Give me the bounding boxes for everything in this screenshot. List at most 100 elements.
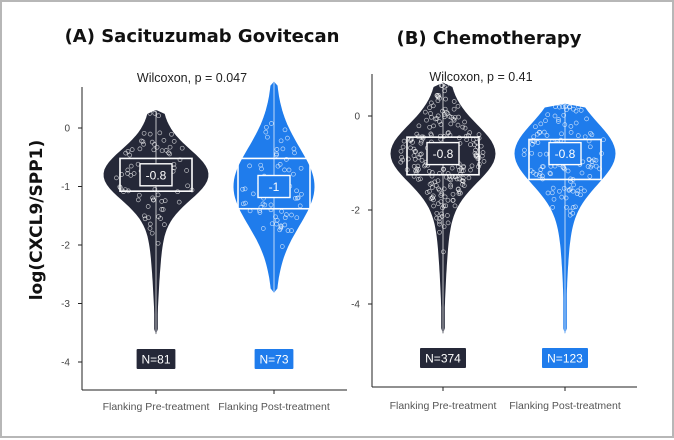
sample-point (412, 149, 418, 154)
sample-point (184, 168, 189, 173)
sample-point (284, 212, 289, 217)
sample-point (171, 139, 177, 144)
sample-point (586, 157, 592, 163)
sample-point (584, 116, 589, 122)
sample-point (441, 167, 447, 172)
sample-point (414, 131, 420, 137)
sample-point (147, 111, 153, 116)
sample-point (137, 146, 143, 152)
sample-point (114, 175, 119, 181)
sample-point (152, 111, 158, 116)
median-label: -0.8 (146, 168, 167, 182)
sample-point (448, 121, 454, 127)
sample-point (169, 131, 174, 137)
panel-a-x-tick-post: Flanking Post-treatment (218, 401, 330, 413)
sample-point (448, 182, 453, 188)
sample-point (461, 183, 467, 188)
sample-point (258, 162, 264, 168)
sample-point (411, 153, 417, 159)
sample-point (408, 145, 413, 151)
sample-point (537, 129, 542, 135)
panel-b-wilcoxon-annotation: Wilcoxon, p = 0.41 (429, 70, 532, 84)
sample-point (451, 106, 457, 112)
panel-b-title: (B) Chemotherapy (396, 28, 581, 49)
sample-point (575, 188, 581, 194)
sample-point (579, 170, 585, 176)
sample-point (587, 174, 593, 179)
sample-point (456, 189, 462, 195)
panel-b: (B) Chemotherapy Wilcoxon, p = 0.41 0 -2 -… (351, 28, 637, 412)
sample-point (567, 104, 572, 110)
sample-point (413, 168, 418, 174)
sample-point (568, 130, 574, 135)
sample-point (557, 104, 562, 110)
sample-point (543, 118, 548, 123)
median-label-box (426, 141, 460, 166)
panel-a: (A) Sacituzumab Govitecan Wilcoxon, p = … (61, 26, 347, 413)
sample-point (441, 224, 447, 230)
sample-point (419, 157, 425, 163)
panel-a-violins: -0.8 N=81 -1 N=73 (103, 81, 315, 369)
panel-b-violins: -0.8 N=374 -0.8 N=123 (390, 82, 616, 368)
sample-point (591, 157, 597, 163)
sample-point (475, 156, 481, 161)
sample-point (147, 226, 153, 231)
sample-point (291, 171, 296, 177)
sample-point (282, 215, 288, 221)
sample-point (473, 147, 478, 153)
sample-point (589, 132, 595, 138)
sample-point (247, 163, 252, 169)
sample-point (278, 138, 284, 144)
sample-point (578, 185, 584, 191)
sample-point (573, 204, 578, 210)
sample-point (452, 203, 458, 209)
sample-point (547, 170, 553, 176)
sample-point (264, 124, 269, 130)
sample-point (455, 186, 461, 192)
sample-point (411, 164, 417, 169)
sample-point (299, 191, 304, 197)
y-tick-label: 0 (64, 124, 70, 135)
sample-point (289, 228, 294, 233)
sample-point (575, 133, 581, 138)
sample-point (573, 120, 579, 126)
n-label-box (420, 348, 466, 368)
sample-point (422, 163, 427, 169)
sample-point (401, 138, 407, 144)
panel-b-x-tick-post: Flanking Post-treatment (509, 400, 621, 412)
sample-point (427, 189, 432, 194)
sample-point (150, 197, 156, 203)
sample-point (166, 150, 171, 156)
y-tick-label: -1 (61, 182, 70, 193)
sample-point (418, 176, 423, 182)
sample-point (480, 150, 486, 155)
median-label-box (139, 163, 173, 187)
sample-point (398, 148, 404, 154)
sample-point (294, 188, 299, 194)
sample-point (257, 210, 263, 215)
sample-point (260, 226, 266, 231)
sample-point (293, 195, 298, 201)
sample-point (451, 99, 457, 104)
sample-point (448, 184, 453, 190)
sample-point (123, 150, 129, 156)
sample-point (159, 148, 165, 154)
sample-point (422, 109, 428, 115)
n-label: N=123 (547, 352, 583, 366)
sample-point (522, 147, 527, 153)
sample-point (159, 199, 165, 204)
sample-point (550, 185, 556, 191)
sample-point (398, 159, 404, 165)
sample-point (469, 163, 475, 169)
sample-point (587, 144, 593, 150)
sample-point (479, 153, 485, 159)
sample-point (521, 152, 527, 157)
sample-point (585, 164, 591, 169)
panel-b-axes: 0 -2 -4 (351, 74, 637, 391)
sample-point (458, 190, 463, 196)
sample-point (463, 133, 469, 139)
sample-point (556, 119, 561, 124)
sample-point (538, 121, 544, 127)
sample-point (540, 173, 545, 179)
sample-point (443, 203, 449, 209)
